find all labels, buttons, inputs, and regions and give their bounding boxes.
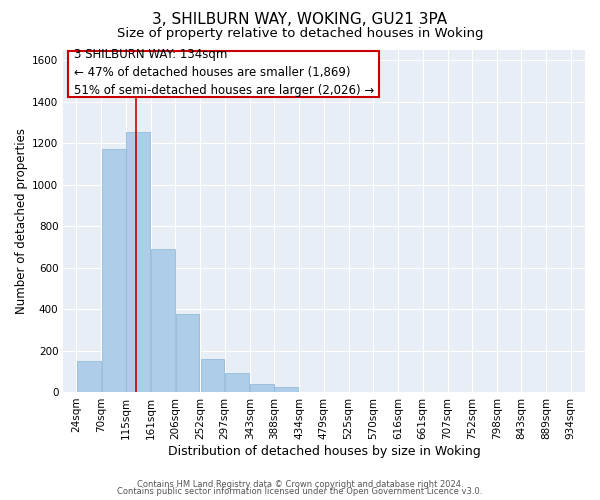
Bar bbox=[200, 359, 224, 392]
Y-axis label: Number of detached properties: Number of detached properties bbox=[15, 128, 28, 314]
Bar bbox=[225, 374, 249, 392]
FancyBboxPatch shape bbox=[68, 51, 379, 97]
Bar bbox=[176, 314, 199, 392]
Text: Contains public sector information licensed under the Open Government Licence v3: Contains public sector information licen… bbox=[118, 488, 482, 496]
Bar bbox=[274, 388, 298, 392]
Text: Contains HM Land Registry data © Crown copyright and database right 2024.: Contains HM Land Registry data © Crown c… bbox=[137, 480, 463, 489]
Bar bbox=[101, 150, 125, 392]
Bar bbox=[77, 361, 101, 392]
Text: 3 SHILBURN WAY: 134sqm
← 47% of detached houses are smaller (1,869)
51% of semi-: 3 SHILBURN WAY: 134sqm ← 47% of detached… bbox=[74, 48, 374, 97]
Bar bbox=[126, 132, 150, 392]
Bar bbox=[151, 249, 175, 392]
Bar bbox=[250, 384, 274, 392]
Text: 3, SHILBURN WAY, WOKING, GU21 3PA: 3, SHILBURN WAY, WOKING, GU21 3PA bbox=[152, 12, 448, 28]
Text: Size of property relative to detached houses in Woking: Size of property relative to detached ho… bbox=[117, 28, 483, 40]
X-axis label: Distribution of detached houses by size in Woking: Distribution of detached houses by size … bbox=[168, 444, 481, 458]
